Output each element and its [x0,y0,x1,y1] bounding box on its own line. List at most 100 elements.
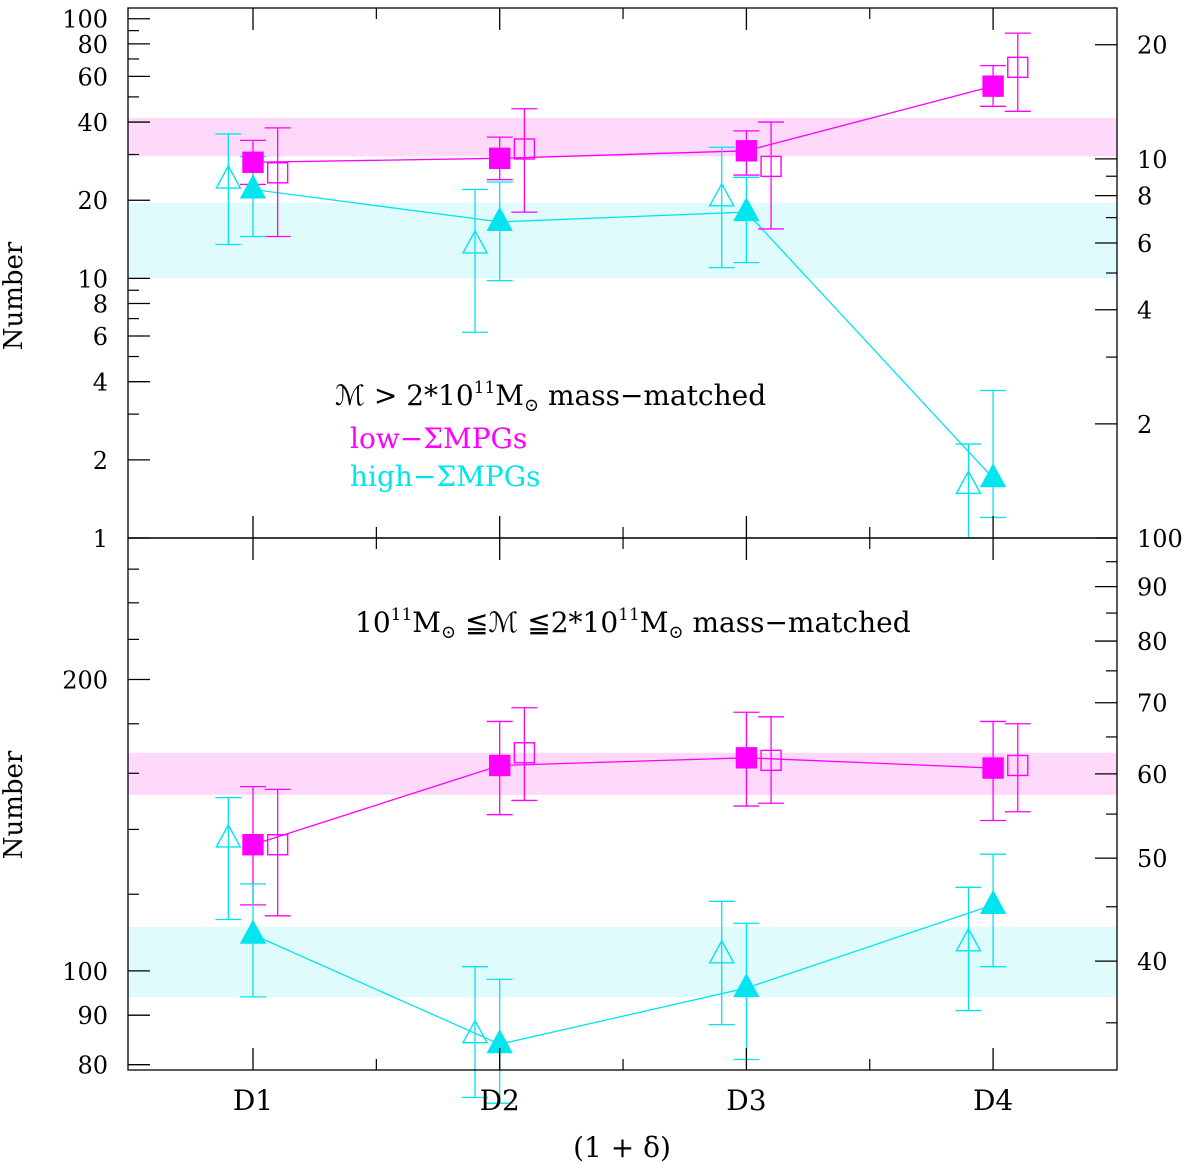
bottom-high-mpgs-open-errorbar [462,966,489,1099]
bottom-right-tick-label: 40 [1137,948,1168,976]
top-low-mpgs-filled-point [735,140,758,162]
bottom-high-mpgs-open-errorbar [215,796,242,921]
bottom-high-mpgs-filled-point [979,889,1007,914]
bottom-high-mpgs-filled-point [733,972,760,998]
bottom-band-high [128,927,1117,997]
bottom-low-mpgs-open-errorbar [511,707,538,802]
reference-bands [128,117,1117,997]
top-annotation: ℳ > 2*1011M⊙ mass−matched [335,378,766,416]
bottom-ylabel: Number [0,750,29,859]
top-low-mpgs-open-point [266,162,289,184]
legend-entry-high: high−ΣMPGs [350,460,540,493]
top-high-mpgs-filled-point [239,174,267,199]
top-high-mpgs-filled-point [733,196,760,222]
bottom-high-mpgs-filled-point [239,919,267,944]
bottom-low-mpgs-open-point [760,749,782,772]
top-right-tick-label: 10 [1137,146,1168,174]
top-high-mpgs-open-point [215,164,242,189]
top-left-tick-label: 80 [77,31,108,59]
top-right-tick-label: 8 [1137,183,1152,211]
x-tick-label: D3 [726,1084,766,1117]
top-high-mpgs-filled-point [979,463,1007,488]
top-low-mpgs-filled-point [982,75,1004,97]
data-markers [215,56,1029,1054]
top-high-mpgs-filled-errorbar [980,389,1007,519]
bottom-high-mpgs-open-point [461,1019,489,1044]
bottom-high-mpgs-filled-line [252,904,994,1045]
top-low-mpgs-open-errorbar [1004,32,1031,112]
bottom-low-mpgs-filled-point [982,757,1004,779]
bottom-band-low [128,752,1117,795]
bottom-high-mpgs-open-point [215,823,242,848]
top-left-tick-label: 6 [93,323,108,351]
top-high-mpgs-filled-point [486,206,513,231]
bottom-low-mpgs-open-errorbar [264,788,291,917]
bottom-high-mpgs-open-errorbar [955,886,982,1012]
top-ylabel: Number [0,241,29,350]
bottom-low-mpgs-filled-point [735,747,758,769]
bottom-right-tick-label: 50 [1137,845,1168,873]
top-left-tick-label: 60 [77,63,108,91]
x-tick-label: D4 [973,1084,1013,1117]
top-right-tick-label: 4 [1137,297,1152,325]
x-axis-title: (1 + δ) [573,1131,671,1164]
top-right-tick-label: 2 [1137,411,1152,439]
bottom-right-tick-label: 100 [1137,525,1183,553]
bottom-right-tick-label: 70 [1137,690,1168,718]
legend-entry-low: low−ΣMPGs [350,422,527,455]
top-left-tick-label: 8 [93,291,108,319]
axes [127,7,1118,1071]
bottom-left-tick-label: 100 [62,958,108,986]
top-high-mpgs-open-errorbar [215,133,242,246]
bottom-right-tick-label: 80 [1137,628,1168,656]
bottom-low-mpgs-open-point [1007,754,1029,777]
top-left-tick-label: 100 [62,6,108,34]
top-band-high [128,203,1117,279]
bottom-right-tick-label: 60 [1137,761,1168,789]
error-bars [215,32,1031,1104]
x-tick-label: D1 [233,1084,273,1117]
top-high-mpgs-open-errorbar [955,443,982,539]
top-high-mpgs-open-point [708,182,735,207]
x-tick-label: D2 [480,1084,520,1117]
top-high-mpgs-open-errorbar [462,188,489,333]
bottom-low-mpgs-open-errorbar [1004,723,1031,813]
top-left-tick-label: 20 [77,187,108,215]
top-low-mpgs-open-point [1007,56,1029,79]
series-lines [252,85,994,1045]
top-high-mpgs-filled-errorbar [486,181,513,282]
bottom-left-tick-label: 200 [62,666,108,694]
top-low-mpgs-filled-point [242,151,264,173]
bottom-low-mpgs-open-point [513,742,536,764]
top-low-mpgs-open-errorbar [758,121,785,230]
top-right-tick-label: 6 [1137,230,1152,258]
bottom-low-mpgs-open-errorbar [758,716,785,804]
top-high-mpgs-open-point [955,469,982,495]
top-left-tick-label: 1 [93,525,108,553]
bottom-high-mpgs-open-point [955,927,982,952]
top-high-mpgs-filled-line [252,188,994,479]
bottom-low-mpgs-filled-point [489,754,511,777]
top-low-mpgs-open-point [513,138,536,160]
top-right-tick-label: 20 [1137,32,1168,60]
bottom-right-tick-label: 90 [1137,574,1168,602]
top-high-mpgs-open-errorbar [708,146,735,269]
bottom-left-tick-label: 90 [77,1002,108,1030]
top-band-low [128,117,1117,157]
top-left-tick-label: 2 [93,447,108,475]
bottom-high-mpgs-open-point [708,939,735,964]
bottom-low-mpgs-filled-line [252,757,994,846]
bottom-left-tick-label: 80 [77,1052,108,1080]
top-left-tick-label: 4 [93,369,108,397]
top-high-mpgs-open-point [461,229,489,254]
bottom-low-mpgs-filled-point [242,834,264,856]
top-low-mpgs-open-point [760,155,782,178]
top-low-mpgs-open-errorbar [511,108,538,213]
bottom-annotation: 1011M⊙ ≦ℳ ≦2*1011M⊙ mass−matched [355,605,911,643]
top-low-mpgs-filled-point [489,147,511,170]
top-left-tick-label: 40 [77,109,108,137]
bottom-low-mpgs-open-point [266,834,289,856]
top-left-tick-label: 10 [77,265,108,293]
